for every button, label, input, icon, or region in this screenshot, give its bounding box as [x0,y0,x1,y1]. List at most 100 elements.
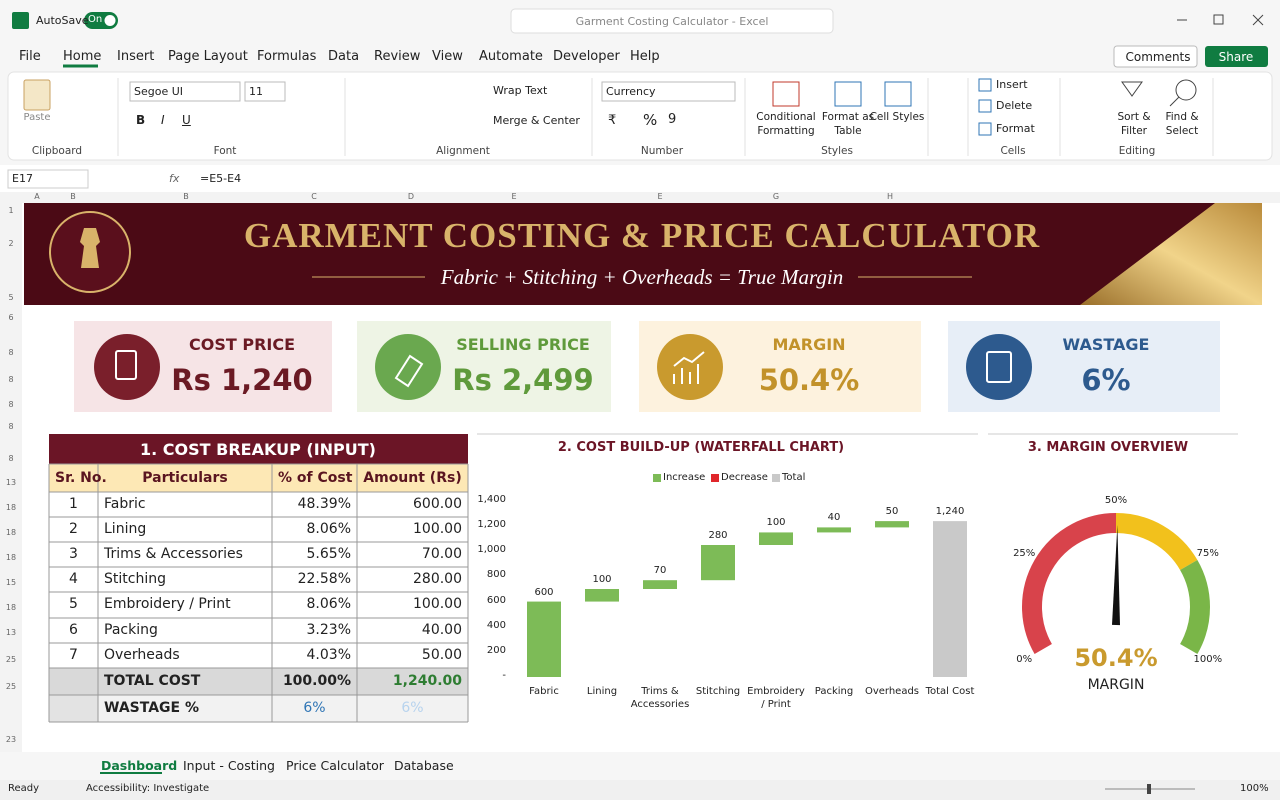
total-label: TOTAL COST [104,673,201,689]
table-cell: 3 [69,546,78,562]
column-header: B [183,192,189,201]
style-btn[interactable]: Conditional Formatting [756,111,816,137]
cell-btn[interactable]: Delete [996,99,1033,112]
zoom-thumb[interactable] [1147,784,1151,794]
gauge-needle [1112,525,1120,626]
y-tick-label: - [502,670,506,681]
format-box[interactable] [601,81,736,102]
autosave-label: AutoSave [36,14,89,27]
percent-btn[interactable]: % [643,111,658,129]
sheet-tab[interactable]: Database [394,758,454,773]
comments-text[interactable]: Comments [1125,50,1191,64]
share-text[interactable]: Share [1218,50,1254,64]
number-format[interactable]: Currency [606,85,656,98]
window-controls[interactable] [1177,14,1264,26]
status-accessibility[interactable]: Accessibility: Investigate [86,783,210,794]
menu-tab[interactable]: Data [328,49,360,64]
fx-label: fx [169,172,180,185]
sheet-tab[interactable]: Input - Costing [183,758,275,773]
row-header: 13 [5,628,17,637]
sheet-tab[interactable]: Dashboard [101,758,178,773]
status-zoom[interactable]: 100% [1240,783,1269,794]
gauge-band [1179,560,1210,654]
menu-tab[interactable]: Review [374,49,421,64]
edit-btn[interactable]: Find & Select [1165,111,1199,137]
row-header: 8 [8,422,14,431]
total-amount: 1,240.00 [392,673,462,689]
table-cell: Trims & Accessories [104,546,243,562]
bold-btn[interactable]: B [136,113,146,127]
size-box[interactable] [244,81,286,102]
comments-btn[interactable] [1113,45,1198,68]
cell-icons[interactable] [978,78,992,136]
underline-btn[interactable]: U [182,113,191,127]
edit-btn[interactable]: Sort & Filter [1117,111,1151,137]
increase-bar [875,521,909,528]
increase-bar [585,589,619,602]
toggle-text[interactable]: On [88,14,103,25]
paste-icon[interactable] [23,79,51,111]
formula-text[interactable]: =E5-E4 [200,172,242,185]
legend-swatch [711,474,719,482]
toggle-knob [104,15,116,26]
search-text[interactable]: Garment Costing Calculator - Excel [575,15,769,28]
gauge-band [1022,513,1117,654]
style-icons[interactable] [772,81,912,107]
paste-label[interactable]: Paste [23,112,51,123]
menu-tab[interactable]: Home [63,49,102,64]
column-header: B [70,192,76,201]
kpi-label: WASTAGE [1062,335,1150,354]
cell-btn[interactable]: Insert [996,78,1028,91]
menu-tab[interactable]: Page Layout [168,49,248,64]
row-header: 8 [8,400,14,409]
data-label: 280 [708,530,728,541]
row-header: 8 [8,348,14,357]
increase-bar [701,545,735,581]
banner [24,203,1262,305]
sheet-tab[interactable]: Price Calculator [286,758,384,773]
edit-icons[interactable] [1121,79,1197,107]
italic-btn[interactable]: I [161,113,165,127]
search-box[interactable] [510,8,834,34]
kpi-value: 6% [1081,363,1131,397]
column-header: H [886,192,893,201]
menu-tab[interactable]: Help [630,49,660,64]
wrap-text-btn[interactable]: Wrap Text [493,84,548,97]
font-size[interactable]: 11 [249,85,263,98]
table-cell: 5.65% [306,546,351,562]
share-btn[interactable] [1205,46,1268,67]
menu-tab[interactable]: View [432,49,463,64]
name-box[interactable] [7,169,89,189]
style-btn[interactable]: Format as Table [821,111,875,137]
merge-btn[interactable]: Merge & Center [493,114,580,127]
status-bar [0,780,1280,800]
menu-tab[interactable]: Developer [553,49,620,64]
comma-btn[interactable]: 9 [668,112,677,127]
row-header: 18 [5,503,17,512]
style-btn[interactable]: Cell Styles [869,111,925,123]
increase-bar [759,532,793,545]
currency-btn[interactable]: ₹ [608,113,617,128]
data-label: 600 [534,586,554,598]
menu-tab[interactable]: Formulas [257,49,317,64]
table-cell: 4 [69,571,78,587]
gauge-tick-label: 75% [1196,548,1219,559]
name-box-text[interactable]: E17 [12,172,33,185]
table-cell: Embroidery / Print [104,596,231,612]
row-header: 8 [8,454,14,463]
row-header: 25 [5,682,17,691]
font-box[interactable] [129,81,241,102]
banner-subtitle: Fabric + Stitching + Overheads = True Ma… [440,265,844,289]
menu-tab[interactable]: File [19,49,41,64]
font-name[interactable]: Segoe UI [134,85,184,98]
row-header: 8 [8,375,14,384]
kpi-icon [94,334,160,400]
column-header-bar [0,192,1280,203]
cell-btn[interactable]: Format [996,122,1035,135]
legend-swatch [653,474,661,482]
legend-label: Increase [663,472,706,483]
banner-title: GARMENT COSTING & PRICE CALCULATOR [243,216,1041,255]
menu-tab[interactable]: Automate [479,49,543,64]
menu-tab[interactable]: Insert [117,49,155,64]
